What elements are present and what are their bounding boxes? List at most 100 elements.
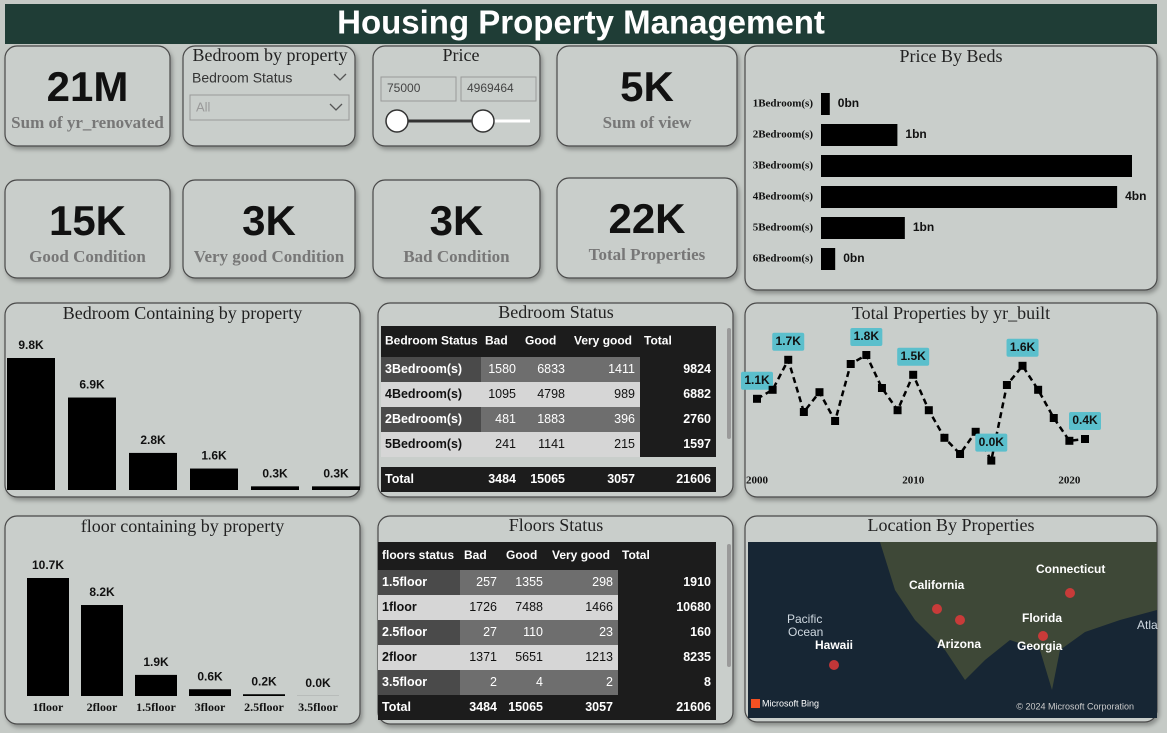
column-header: Bad <box>485 334 508 348</box>
price-input[interactable] <box>380 76 457 102</box>
column-header: Bad <box>464 548 487 562</box>
table-cell <box>570 407 640 432</box>
location-dot <box>955 615 965 625</box>
data-label: 8.2K <box>89 585 115 599</box>
cell-text: 3.5floor <box>382 675 427 689</box>
data-label: 1.6K <box>1010 340 1036 354</box>
point <box>799 408 808 416</box>
card-title: Bedroom Status <box>498 302 614 322</box>
table-cell <box>381 382 481 407</box>
card <box>744 302 1158 498</box>
data-label: 4bn <box>1125 189 1146 203</box>
bar <box>821 186 1118 208</box>
cell-text: 989 <box>614 387 635 401</box>
cell-text: 3484 <box>488 472 516 486</box>
table-cell <box>460 670 502 695</box>
table-header <box>381 326 716 357</box>
data-label: 1.9K <box>143 655 169 669</box>
bar <box>135 674 177 696</box>
cell-text: 15065 <box>530 472 565 486</box>
table-cell <box>481 357 521 382</box>
cell-text: 2760 <box>683 412 711 426</box>
card-title: Price By Beds <box>900 46 1003 66</box>
data-label: 0.0K <box>305 676 331 690</box>
price-input-value: 4969464 <box>467 81 514 95</box>
point <box>987 456 996 465</box>
map-label: Atla <box>1137 618 1158 632</box>
cell-text: Total <box>382 700 411 714</box>
map-label: Georgia <box>1017 639 1063 653</box>
category-label: 4Bedroom(s) <box>753 191 814 203</box>
data-label: 0.3K <box>323 467 349 481</box>
kpi-value: 3K <box>430 197 484 244</box>
card-title: Bedroom Containing by property <box>63 303 302 323</box>
cell-text: 15065 <box>508 700 543 714</box>
table-cell <box>502 645 548 670</box>
card-title: Price <box>443 45 480 65</box>
provider-logo <box>751 699 760 708</box>
x-tick-label: 1floor <box>33 700 64 714</box>
kpi-label: Total Properties <box>589 245 706 264</box>
map-provider: Microsoft Bing <box>762 698 819 708</box>
cell-text: 1213 <box>585 650 613 664</box>
table-cell <box>502 570 548 595</box>
cell-text: 1141 <box>538 437 565 451</box>
map-label: Ocean <box>788 625 823 639</box>
x-tick-label: 2020 <box>1058 475 1081 487</box>
point <box>831 417 840 425</box>
cell-text: 1726 <box>469 600 497 614</box>
location-dot <box>1038 631 1048 641</box>
point <box>768 385 777 394</box>
table-header <box>378 542 716 570</box>
cell-text: 1371 <box>469 650 497 664</box>
table-cell <box>481 432 521 457</box>
data-label: 1bn <box>905 127 926 141</box>
point <box>971 427 980 436</box>
cell-text: 3484 <box>469 700 497 714</box>
cell-text: 396 <box>614 412 635 426</box>
title-bar <box>5 4 1157 44</box>
cell-text: 481 <box>495 412 516 426</box>
table-cell <box>570 467 640 492</box>
cell-text: Total <box>385 472 414 486</box>
cell-text: 27 <box>483 625 497 639</box>
slider-handle[interactable] <box>385 109 409 133</box>
scrollbar <box>727 328 731 439</box>
bar <box>81 605 123 696</box>
label-box <box>741 371 773 390</box>
x-tick-label: 2010 <box>902 475 925 487</box>
label-box <box>1069 412 1101 430</box>
cell-text: 10680 <box>676 600 711 614</box>
table-cell <box>618 620 716 645</box>
kpi-value: 15K <box>49 197 126 244</box>
cell-text: 4 <box>536 675 543 689</box>
label-box <box>1006 338 1039 357</box>
card <box>556 45 738 147</box>
point <box>1002 381 1011 389</box>
dropdown[interactable] <box>189 94 350 121</box>
price-input[interactable] <box>460 76 537 102</box>
bar <box>190 468 238 490</box>
column-header: Good <box>525 334 556 348</box>
cell-text: 1095 <box>488 387 516 401</box>
data-label: 1.8K <box>854 329 880 343</box>
table-cell <box>378 620 460 645</box>
kpi-value: 3K <box>242 197 296 244</box>
bar <box>129 452 177 490</box>
bar <box>68 397 116 490</box>
slider-handle[interactable] <box>471 109 495 133</box>
card-title: Total Properties by yr_built <box>852 303 1050 323</box>
cell-text: 6833 <box>537 362 565 376</box>
kpi-value: 5K <box>620 63 674 110</box>
cell-text: 1411 <box>608 362 635 376</box>
cell-text: 1.5floor <box>382 575 427 589</box>
bar <box>821 248 836 270</box>
cell-text: 3Bedroom(s) <box>385 362 462 376</box>
x-tick-label: 3floor <box>195 700 226 714</box>
table-cell <box>381 467 481 492</box>
data-label: 0bn <box>838 96 859 110</box>
map-land <box>880 542 1157 690</box>
data-label: 1.1K <box>744 373 770 387</box>
data-label: 6.9K <box>79 378 105 392</box>
table-cell <box>378 595 460 620</box>
